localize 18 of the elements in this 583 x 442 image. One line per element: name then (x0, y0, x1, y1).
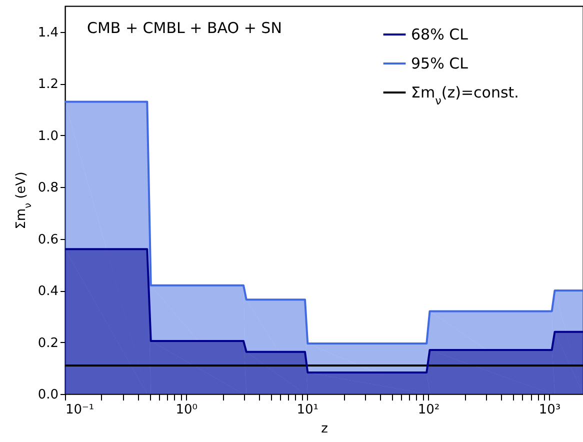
y-tick-label: 0.4 (38, 284, 58, 300)
annotation: CMB + CMBL + BAO + SN (87, 19, 282, 37)
legend-label: Σm$_{ν}$(z)=const. (411, 84, 519, 107)
x-tick-label: 10⁰ (176, 402, 198, 418)
y-tick-label: 1.0 (38, 128, 58, 144)
legend-label: 95% CL (411, 54, 469, 72)
y-tick-label: 0.8 (38, 180, 58, 196)
y-tick-label: 0.2 (38, 336, 58, 351)
y-tick-label: 1.2 (38, 77, 58, 92)
legend-label: 68% CL (411, 26, 469, 44)
x-axis-title: z (321, 422, 328, 436)
y-tick-label: 1.4 (38, 25, 58, 40)
x-tick-label: 10⁻¹ (66, 402, 94, 418)
y-tick-label: 0.6 (38, 232, 58, 248)
x-tick-label: 10³ (538, 402, 561, 418)
y-tick-label: 0.0 (38, 388, 58, 402)
x-tick-label: 10² (418, 402, 440, 418)
x-tick-label: 10¹ (296, 402, 319, 418)
